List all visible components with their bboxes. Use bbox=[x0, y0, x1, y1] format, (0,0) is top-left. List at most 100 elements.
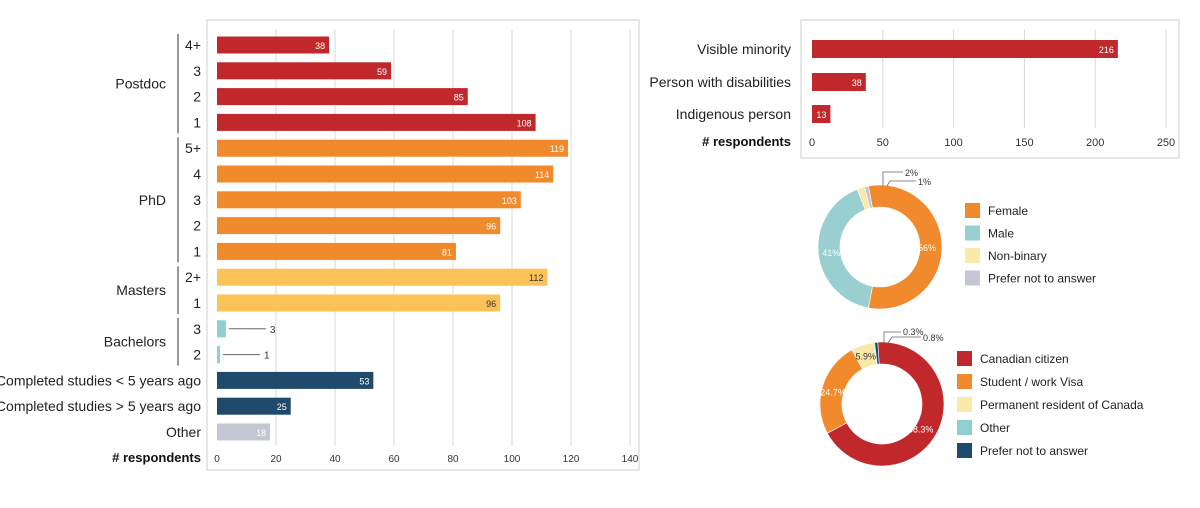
bar-value-label: 13 bbox=[816, 110, 826, 120]
slice-label: 5.9% bbox=[856, 352, 877, 362]
legend-label: Prefer not to answer bbox=[988, 272, 1096, 286]
x-tick-label: 140 bbox=[622, 454, 639, 465]
bar-value-label: 81 bbox=[442, 247, 452, 257]
x-tick-label: 50 bbox=[877, 137, 889, 149]
bar bbox=[217, 88, 468, 106]
slice-label: 41% bbox=[822, 248, 840, 258]
x-tick-label: 0 bbox=[214, 454, 220, 465]
subcategory-label: 5+ bbox=[185, 140, 201, 156]
slice-label: 68.3% bbox=[908, 425, 934, 435]
slice-label: 56% bbox=[918, 243, 936, 253]
bar-value-label: 53 bbox=[359, 376, 369, 386]
bar bbox=[217, 139, 569, 157]
bar-value-label: 38 bbox=[315, 41, 325, 51]
bar-value-label: 216 bbox=[1099, 45, 1114, 55]
legend-swatch bbox=[957, 443, 972, 458]
bar-value-label: 96 bbox=[486, 299, 496, 309]
bar-value-label: 114 bbox=[535, 170, 549, 180]
bar bbox=[217, 217, 501, 235]
legend-swatch bbox=[957, 397, 972, 412]
slice-label: 1% bbox=[918, 177, 931, 187]
group-label: Postdoc bbox=[115, 76, 166, 92]
x-tick-label: 60 bbox=[388, 454, 400, 465]
slice-label: 0.3% bbox=[903, 327, 924, 337]
slice-label: 2% bbox=[905, 168, 918, 178]
group-label: Bachelors bbox=[104, 334, 166, 350]
x-tick-label: 150 bbox=[1015, 137, 1033, 149]
bar-value-label: 112 bbox=[529, 273, 543, 283]
legend-label: Female bbox=[988, 204, 1028, 218]
x-tick-label: 20 bbox=[270, 454, 282, 465]
bar-value-label: 25 bbox=[277, 402, 287, 412]
bar-value-label: 38 bbox=[852, 78, 862, 88]
legend-label: Canadian citizen bbox=[980, 352, 1069, 366]
leader-line bbox=[887, 336, 921, 344]
subcategory-label: 2 bbox=[193, 89, 201, 105]
x-tick-label: 0 bbox=[809, 137, 815, 149]
bar bbox=[217, 320, 226, 338]
subcategory-label: 3 bbox=[193, 321, 201, 337]
chart-frame bbox=[206, 19, 640, 471]
chart-frame bbox=[800, 19, 1180, 159]
subcategory-label: 2 bbox=[193, 218, 201, 234]
bar bbox=[217, 268, 548, 286]
legend-swatch bbox=[965, 270, 980, 286]
x-tick-label: 250 bbox=[1157, 137, 1175, 149]
bar-value-label: 3 bbox=[270, 325, 276, 336]
legend-swatch bbox=[965, 203, 980, 218]
donut-slice bbox=[868, 184, 943, 310]
subcategory-label: 1 bbox=[193, 114, 201, 130]
bar-value-label: 18 bbox=[256, 428, 266, 438]
bar-value-label: 119 bbox=[550, 144, 564, 154]
legend-label: Student / work Visa bbox=[980, 375, 1083, 389]
legend-swatch bbox=[965, 248, 980, 263]
donut-slice bbox=[826, 341, 945, 467]
gender-donut-chart: 56% 41% 2%1% Female Male Non-binary Prefer not… bbox=[817, 168, 1096, 310]
leader-line bbox=[882, 171, 903, 186]
bar bbox=[812, 40, 1118, 58]
bar bbox=[812, 73, 866, 91]
bar-value-label: 108 bbox=[517, 118, 532, 128]
x-axis-label: # respondents bbox=[702, 134, 791, 149]
legend-label: Male bbox=[988, 227, 1014, 241]
group-label: Masters bbox=[116, 282, 166, 298]
leader-line bbox=[883, 331, 901, 343]
bar bbox=[217, 423, 271, 441]
x-tick-label: 120 bbox=[563, 454, 580, 465]
legend-label: Other bbox=[980, 421, 1010, 435]
slice-label: 24.7% bbox=[820, 388, 846, 398]
bar bbox=[217, 371, 374, 389]
subcategory-label: 3 bbox=[193, 63, 201, 79]
citizenship-donut-chart: 68.3% 24.7% 5.9% 0.3%0.8% Canadian citizen St… bbox=[819, 327, 1144, 467]
slice-label: 0.8% bbox=[923, 333, 944, 343]
legend-label: Permanent resident of Canada bbox=[980, 398, 1144, 412]
legend-label: Prefer not to answer bbox=[980, 444, 1088, 458]
subcategory-label: 3 bbox=[193, 192, 201, 208]
category-label: Completed studies < 5 years ago bbox=[0, 372, 201, 388]
donut-slice bbox=[817, 188, 873, 309]
group-label: PhD bbox=[139, 192, 166, 208]
bar-value-label: 96 bbox=[486, 222, 496, 232]
category-label: Indigenous person bbox=[676, 106, 791, 122]
bar-value-label: 1 bbox=[264, 351, 270, 362]
bar bbox=[217, 294, 501, 312]
bar bbox=[217, 36, 330, 54]
bar bbox=[217, 191, 521, 209]
donut-slice bbox=[874, 341, 880, 365]
x-tick-label: 100 bbox=[944, 137, 962, 149]
category-label: Person with disabilities bbox=[649, 74, 791, 90]
x-tick-label: 200 bbox=[1086, 137, 1104, 149]
subcategory-label: 4+ bbox=[185, 37, 201, 53]
bar bbox=[217, 165, 554, 183]
legend-swatch bbox=[957, 374, 972, 389]
bar-value-label: 85 bbox=[454, 93, 464, 103]
x-tick-label: 100 bbox=[504, 454, 521, 465]
bar bbox=[217, 113, 536, 131]
category-label: Completed studies > 5 years ago bbox=[0, 398, 201, 414]
legend-swatch bbox=[957, 351, 972, 366]
bar-value-label: 103 bbox=[502, 196, 517, 206]
bar bbox=[812, 105, 831, 123]
bar bbox=[217, 62, 392, 80]
category-label: Visible minority bbox=[697, 41, 791, 57]
